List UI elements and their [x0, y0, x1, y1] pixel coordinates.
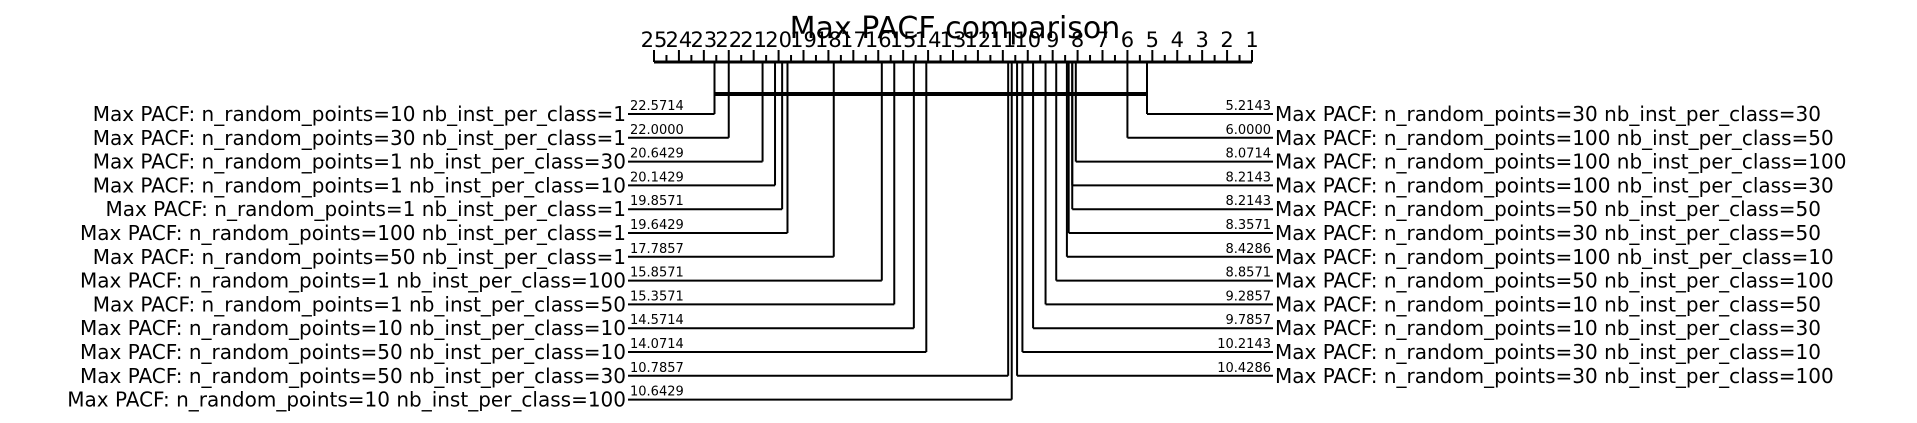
- method-label: Max PACF: n_random_points=1 nb_inst_per_…: [93, 292, 626, 316]
- axis-tick-label: 1: [1245, 28, 1258, 52]
- axis-tick-label: 25: [641, 28, 668, 52]
- rank-value-label: 22.5714: [630, 99, 684, 114]
- right-methods: Max PACF: n_random_points=30 nb_inst_per…: [1016, 62, 1846, 388]
- rank-value-label: 14.0714: [630, 337, 684, 352]
- method-label: Max PACF: n_random_points=100 nb_inst_pe…: [80, 221, 626, 245]
- axis-tick-label: 5: [1146, 28, 1159, 52]
- chart-title: Max PACF comparison: [790, 11, 1121, 46]
- method-label: Max PACF: n_random_points=50 nb_inst_per…: [93, 245, 626, 269]
- axis-tick-label: 13: [940, 28, 967, 52]
- rank-value-label: 5.2143: [1226, 99, 1272, 114]
- axis-tick-label: 24: [666, 28, 693, 52]
- axis-tick-label: 2: [1220, 28, 1233, 52]
- axis-tick-label: 12: [965, 28, 992, 52]
- method-label: Max PACF: n_random_points=30 nb_inst_per…: [1275, 364, 1834, 388]
- rank-value-label: 19.6429: [630, 218, 684, 233]
- method-label: Max PACF: n_random_points=50 nb_inst_per…: [80, 364, 626, 388]
- method-label: Max PACF: n_random_points=10 nb_inst_per…: [1275, 292, 1821, 316]
- method-label: Max PACF: n_random_points=30 nb_inst_per…: [1275, 221, 1821, 245]
- method-label: Max PACF: n_random_points=1 nb_inst_per_…: [80, 269, 626, 293]
- left-methods: Max PACF: n_random_points=10 nb_inst_per…: [67, 62, 1013, 412]
- axis-tick-label: 6: [1121, 28, 1134, 52]
- rank-value-label: 10.6429: [630, 385, 684, 400]
- rank-value-label: 10.2143: [1217, 337, 1271, 352]
- axis-tick-label: 8: [1071, 28, 1084, 52]
- rank-value-label: 9.2857: [1226, 289, 1272, 304]
- method-label: Max PACF: n_random_points=100 nb_inst_pe…: [1275, 150, 1846, 174]
- rank-value-label: 20.6429: [630, 147, 684, 162]
- method-label: Max PACF: n_random_points=50 nb_inst_per…: [1275, 269, 1834, 293]
- rank-value-label: 15.3571: [630, 289, 684, 304]
- method-label: Max PACF: n_random_points=10 nb_inst_per…: [67, 388, 626, 412]
- method-label: Max PACF: n_random_points=1 nb_inst_per_…: [93, 173, 626, 197]
- method-label: Max PACF: n_random_points=1 nb_inst_per_…: [105, 197, 626, 221]
- method-label: Max PACF: n_random_points=10 nb_inst_per…: [80, 316, 626, 340]
- rank-value-label: 10.4286: [1217, 361, 1271, 376]
- rank-value-label: 10.7857: [630, 361, 684, 376]
- axis-tick-label: 17: [840, 28, 867, 52]
- rank-value-label: 22.0000: [630, 123, 684, 138]
- rank-value-label: 8.0714: [1226, 147, 1272, 162]
- rank-value-label: 8.8571: [1226, 266, 1272, 281]
- axis-tick-label: 23: [690, 28, 717, 52]
- method-label: Max PACF: n_random_points=10 nb_inst_per…: [93, 102, 626, 126]
- rank-value-label: 9.7857: [1226, 313, 1272, 328]
- method-label: Max PACF: n_random_points=1 nb_inst_per_…: [93, 150, 626, 174]
- method-label: Max PACF: n_random_points=30 nb_inst_per…: [93, 126, 626, 150]
- method-label: Max PACF: n_random_points=100 nb_inst_pe…: [1275, 245, 1834, 269]
- axis-tick-label: 4: [1171, 28, 1184, 52]
- axis-tick-label: 14: [915, 28, 942, 52]
- axis-tick-label: 11: [989, 28, 1016, 52]
- rank-value-label: 19.8571: [630, 194, 684, 209]
- method-label: Max PACF: n_random_points=30 nb_inst_per…: [1275, 102, 1821, 126]
- rank-value-label: 17.7857: [630, 242, 684, 257]
- method-label: Max PACF: n_random_points=100 nb_inst_pe…: [1275, 126, 1834, 150]
- rank-value-label: 20.1429: [630, 170, 684, 185]
- rank-value-label: 8.3571: [1226, 218, 1272, 233]
- method-label: Max PACF: n_random_points=50 nb_inst_per…: [1275, 197, 1821, 221]
- axis-tick-label: 9: [1046, 28, 1059, 52]
- axis-tick-label: 10: [1014, 28, 1041, 52]
- axis-tick-label: 15: [890, 28, 917, 52]
- rank-value-label: 6.0000: [1226, 123, 1272, 138]
- axis-tick-label: 19: [790, 28, 817, 52]
- axis-tick-label: 16: [865, 28, 892, 52]
- axis-tick-label: 21: [740, 28, 767, 52]
- axis-tick-label: 22: [715, 28, 742, 52]
- rank-value-label: 8.4286: [1226, 242, 1272, 257]
- rank-value-label: 15.8571: [630, 266, 684, 281]
- method-label: Max PACF: n_random_points=50 nb_inst_per…: [80, 340, 626, 364]
- rank-value-label: 8.2143: [1226, 194, 1272, 209]
- method-label: Max PACF: n_random_points=30 nb_inst_per…: [1275, 340, 1821, 364]
- rank-value-label: 14.5714: [630, 313, 684, 328]
- method-label: Max PACF: n_random_points=10 nb_inst_per…: [1275, 316, 1821, 340]
- axis-tick-label: 20: [765, 28, 792, 52]
- axis-tick-label: 18: [815, 28, 842, 52]
- axis-tick-label: 7: [1096, 28, 1109, 52]
- axis-tick-label: 3: [1195, 28, 1208, 52]
- method-label: Max PACF: n_random_points=100 nb_inst_pe…: [1275, 173, 1834, 197]
- rank-value-label: 8.2143: [1226, 170, 1272, 185]
